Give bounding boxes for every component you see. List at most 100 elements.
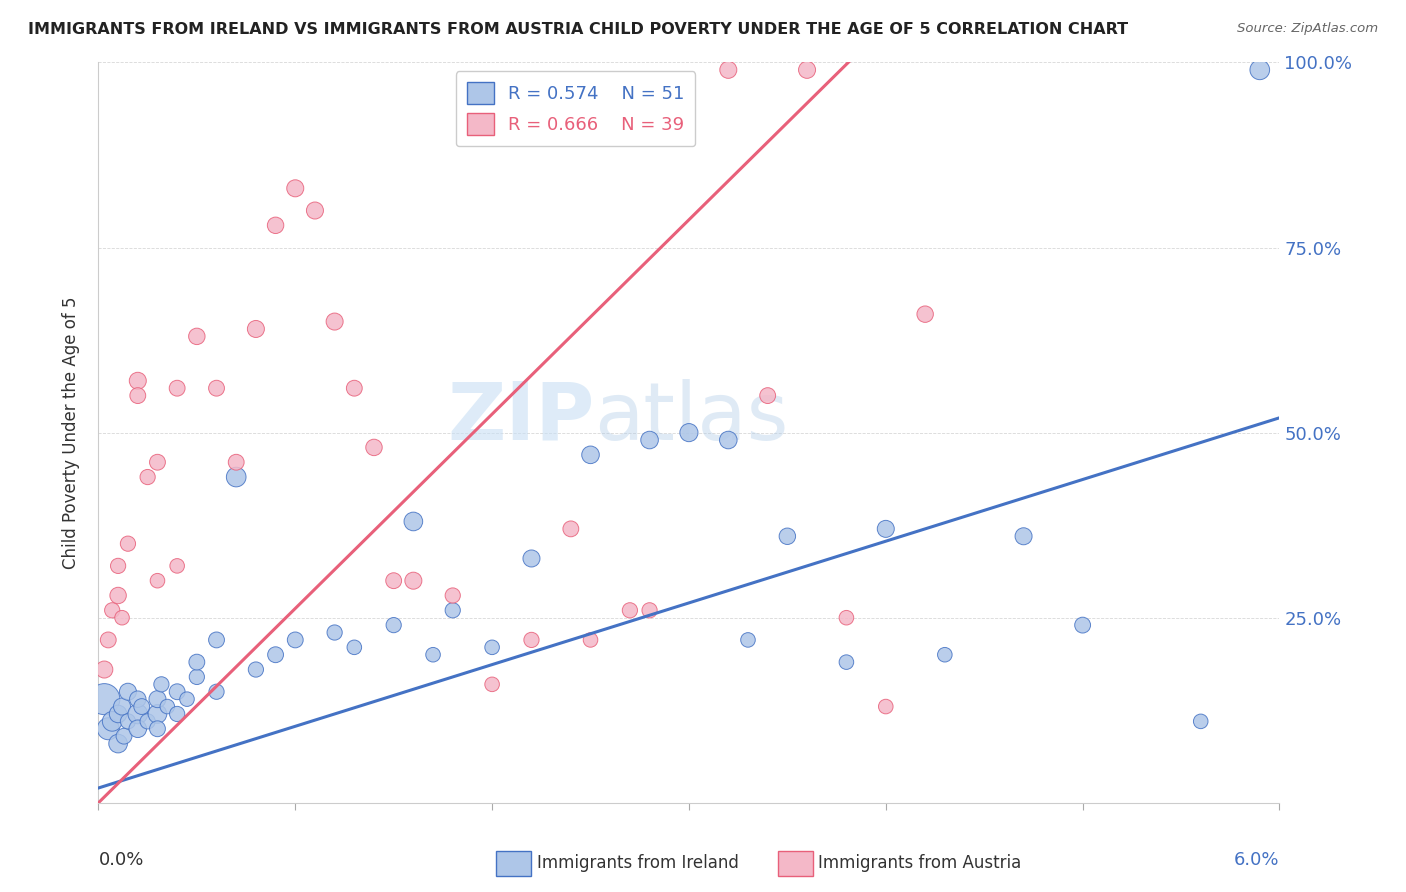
Point bbox=[756, 388, 779, 402]
Point bbox=[111, 610, 134, 624]
Point bbox=[619, 603, 641, 617]
Point bbox=[166, 381, 188, 395]
Point bbox=[579, 632, 602, 647]
Point bbox=[111, 699, 134, 714]
Point bbox=[112, 729, 135, 743]
Point bbox=[934, 648, 956, 662]
Point bbox=[875, 699, 897, 714]
Text: 0.0%: 0.0% bbox=[98, 851, 143, 869]
Point bbox=[186, 329, 208, 343]
Point bbox=[136, 470, 159, 484]
Point bbox=[1071, 618, 1094, 632]
Point bbox=[117, 536, 139, 550]
Point bbox=[776, 529, 799, 543]
Point bbox=[402, 515, 425, 529]
Point bbox=[737, 632, 759, 647]
Point bbox=[638, 433, 661, 447]
Point bbox=[97, 722, 120, 736]
Text: Immigrants from Ireland: Immigrants from Ireland bbox=[537, 855, 740, 872]
Point bbox=[146, 455, 169, 469]
Point bbox=[284, 632, 307, 647]
Point bbox=[131, 699, 153, 714]
Point bbox=[127, 706, 149, 721]
Point bbox=[225, 455, 247, 469]
Legend: R = 0.574    N = 51, R = 0.666    N = 39: R = 0.574 N = 51, R = 0.666 N = 39 bbox=[456, 71, 696, 146]
Point bbox=[205, 685, 228, 699]
Point bbox=[323, 625, 346, 640]
Point bbox=[127, 374, 149, 388]
Point bbox=[441, 589, 464, 603]
Point bbox=[107, 558, 129, 573]
Point bbox=[678, 425, 700, 440]
Point bbox=[481, 640, 503, 655]
Text: IMMIGRANTS FROM IRELAND VS IMMIGRANTS FROM AUSTRIA CHILD POVERTY UNDER THE AGE O: IMMIGRANTS FROM IRELAND VS IMMIGRANTS FR… bbox=[28, 22, 1128, 37]
Point bbox=[323, 314, 346, 328]
Point bbox=[382, 574, 405, 588]
Point bbox=[382, 618, 405, 632]
Point bbox=[638, 603, 661, 617]
Point bbox=[127, 388, 149, 402]
Point bbox=[835, 610, 858, 624]
Point bbox=[402, 574, 425, 588]
Point bbox=[520, 551, 543, 566]
Point bbox=[245, 663, 267, 677]
Text: ZIP: ZIP bbox=[447, 379, 595, 457]
Point bbox=[264, 219, 287, 233]
Point bbox=[97, 632, 120, 647]
Point bbox=[117, 714, 139, 729]
Text: Immigrants from Austria: Immigrants from Austria bbox=[818, 855, 1022, 872]
Point bbox=[560, 522, 582, 536]
Text: atlas: atlas bbox=[595, 379, 789, 457]
Point bbox=[205, 381, 228, 395]
Point bbox=[93, 663, 115, 677]
Point bbox=[127, 722, 149, 736]
Point bbox=[343, 381, 366, 395]
Text: Source: ZipAtlas.com: Source: ZipAtlas.com bbox=[1237, 22, 1378, 36]
Point bbox=[186, 670, 208, 684]
Y-axis label: Child Poverty Under the Age of 5: Child Poverty Under the Age of 5 bbox=[62, 296, 80, 569]
Point bbox=[284, 181, 307, 195]
Point bbox=[875, 522, 897, 536]
Point bbox=[136, 714, 159, 729]
Point bbox=[520, 632, 543, 647]
Point bbox=[245, 322, 267, 336]
Point bbox=[146, 574, 169, 588]
Point bbox=[146, 722, 169, 736]
Point bbox=[835, 655, 858, 669]
Point bbox=[107, 706, 129, 721]
Point bbox=[156, 699, 179, 714]
Point bbox=[166, 706, 188, 721]
Point bbox=[166, 558, 188, 573]
Point bbox=[101, 603, 124, 617]
Point bbox=[441, 603, 464, 617]
Point bbox=[343, 640, 366, 655]
Point bbox=[717, 62, 740, 77]
Point bbox=[205, 632, 228, 647]
Point bbox=[796, 62, 818, 77]
Point bbox=[304, 203, 326, 218]
Point bbox=[176, 692, 198, 706]
Point bbox=[166, 685, 188, 699]
Text: 6.0%: 6.0% bbox=[1234, 851, 1279, 869]
Point bbox=[481, 677, 503, 691]
Point bbox=[146, 692, 169, 706]
Point bbox=[186, 655, 208, 669]
Point bbox=[107, 737, 129, 751]
Point bbox=[914, 307, 936, 321]
Point bbox=[1012, 529, 1035, 543]
Point bbox=[101, 714, 124, 729]
Point bbox=[363, 441, 385, 455]
Point bbox=[1249, 62, 1271, 77]
Point bbox=[150, 677, 173, 691]
Point bbox=[127, 692, 149, 706]
Point bbox=[422, 648, 444, 662]
Point bbox=[117, 685, 139, 699]
Point bbox=[225, 470, 247, 484]
Point bbox=[93, 692, 115, 706]
Point bbox=[146, 706, 169, 721]
Point bbox=[717, 433, 740, 447]
Point bbox=[264, 648, 287, 662]
Point bbox=[1189, 714, 1212, 729]
Point bbox=[107, 589, 129, 603]
Point bbox=[579, 448, 602, 462]
